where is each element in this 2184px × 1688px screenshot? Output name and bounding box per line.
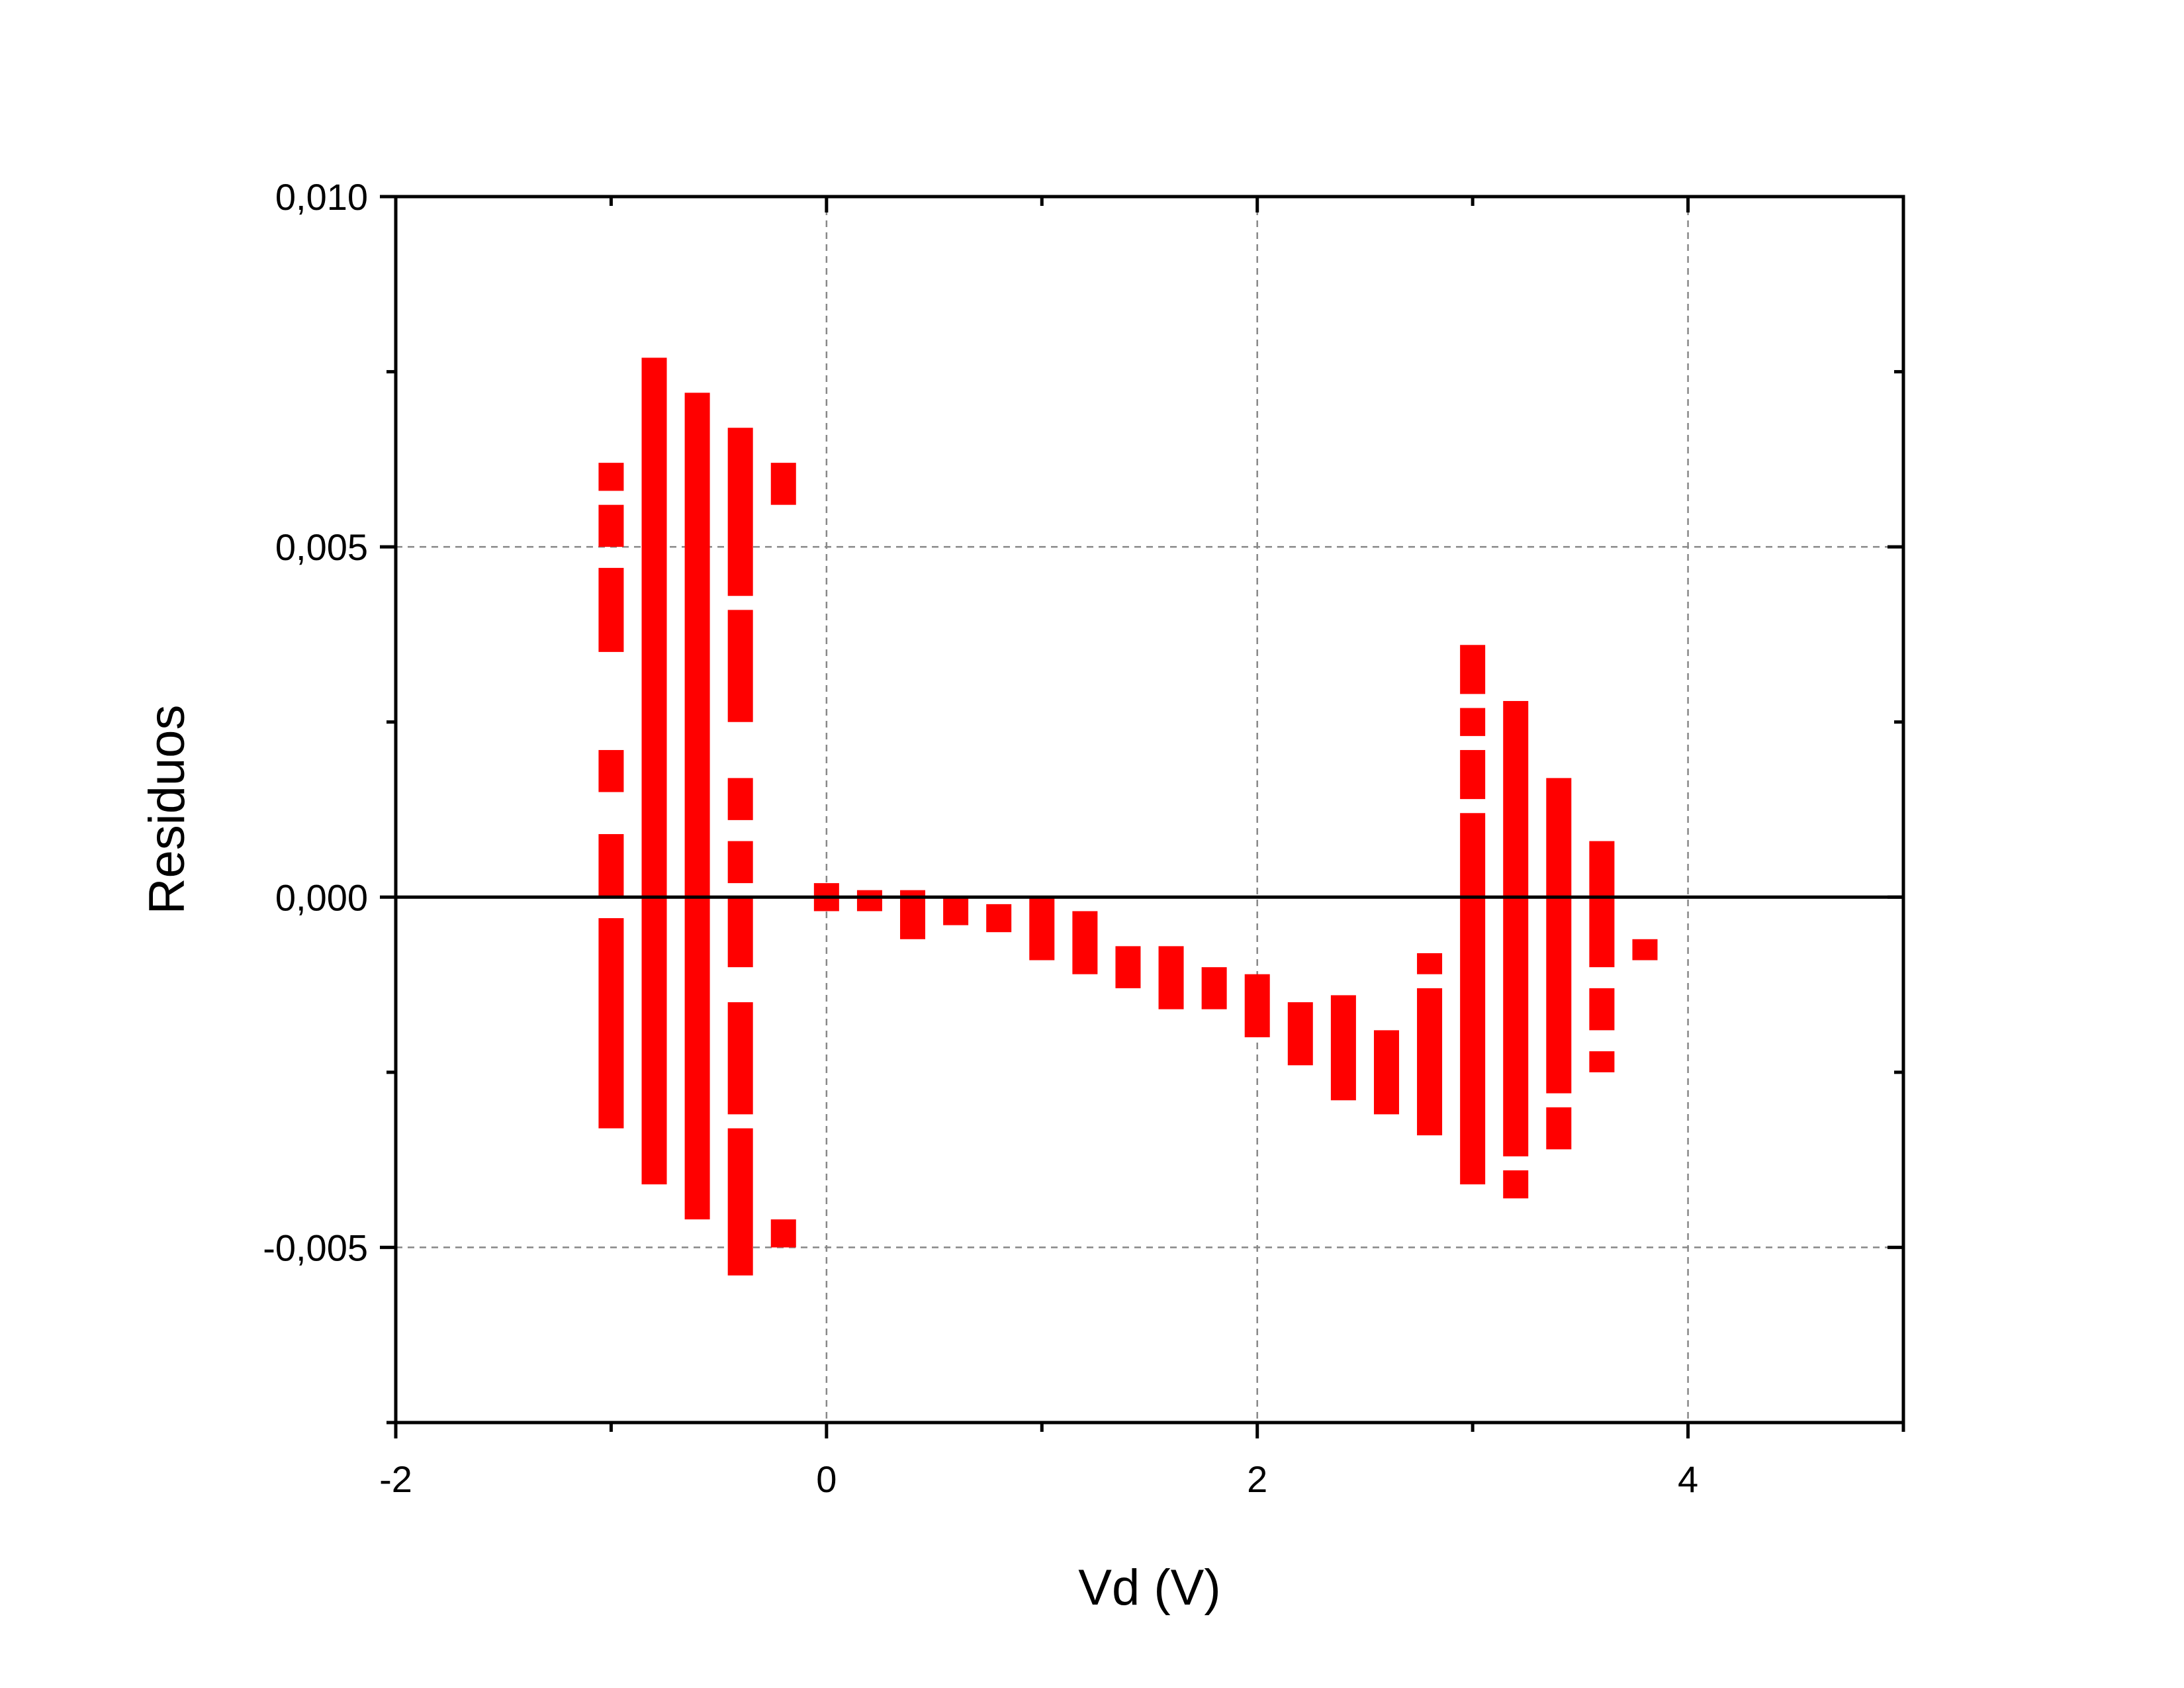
residual-bar <box>598 918 624 1129</box>
residual-bar <box>727 778 753 820</box>
residual-bar <box>1546 1107 1572 1150</box>
x-tick-labels: -2 0 2 4 <box>379 1458 1698 1500</box>
residual-bar <box>1158 946 1184 1009</box>
residual-bar <box>986 904 1012 933</box>
y-tick-label: -0,005 <box>263 1227 368 1268</box>
residual-bar <box>598 834 624 898</box>
residual-bar <box>684 393 710 1220</box>
residual-bar <box>598 750 624 792</box>
x-axis-title: Vd (V) <box>1078 1560 1220 1616</box>
residual-bars <box>598 357 1658 1276</box>
plot-frame <box>394 195 1905 1425</box>
residual-bar <box>1244 974 1270 1037</box>
residual-bar <box>727 428 753 596</box>
x-tick-label: 4 <box>1678 1458 1698 1500</box>
y-tick-label: 0,000 <box>275 876 368 918</box>
residual-bar <box>1460 813 1486 1185</box>
residual-bar <box>1460 708 1486 736</box>
axis-ticks <box>380 195 1905 1438</box>
residual-bar <box>1546 778 1572 1094</box>
residual-bar <box>1632 939 1658 961</box>
residual-bar <box>1589 988 1615 1031</box>
residual-bar <box>1417 953 1443 974</box>
residual-bar <box>727 1128 753 1276</box>
residual-bar <box>727 1002 753 1115</box>
residual-bar <box>943 897 969 925</box>
residual-bar <box>727 841 753 884</box>
residual-bar <box>641 357 667 1185</box>
residual-bar <box>1373 1030 1399 1115</box>
residual-bar <box>1460 645 1486 694</box>
residual-bar <box>1417 988 1443 1136</box>
residual-bar <box>1503 1170 1529 1199</box>
y-tick-label: 0,005 <box>275 526 368 568</box>
residual-bar <box>770 463 796 505</box>
residual-bar <box>1589 1051 1615 1072</box>
y-tick-labels: 0,010 0,005 0,000 -0,005 <box>263 176 368 1268</box>
residual-bar <box>1029 897 1055 961</box>
y-axis-title: Residuos <box>139 705 195 915</box>
residual-bar <box>1287 1002 1313 1066</box>
x-tick-label: 2 <box>1247 1458 1267 1500</box>
residual-bar <box>1589 841 1615 968</box>
residual-bar <box>1503 700 1529 1156</box>
residual-bar <box>598 567 624 652</box>
residual-bar <box>1072 911 1098 974</box>
residual-bar <box>1330 995 1356 1101</box>
residual-bar <box>727 897 753 968</box>
residual-bar <box>1115 946 1141 988</box>
residual-bar <box>727 610 753 722</box>
residual-bar <box>1201 967 1227 1009</box>
x-tick-label: -2 <box>379 1458 412 1500</box>
y-tick-label: 0,010 <box>275 176 368 218</box>
residual-bar <box>598 504 624 547</box>
residual-bar <box>598 463 624 491</box>
residual-bar <box>856 890 882 912</box>
x-tick-label: 0 <box>816 1458 837 1500</box>
residual-bar <box>770 1219 796 1248</box>
residual-bar <box>1460 750 1486 800</box>
